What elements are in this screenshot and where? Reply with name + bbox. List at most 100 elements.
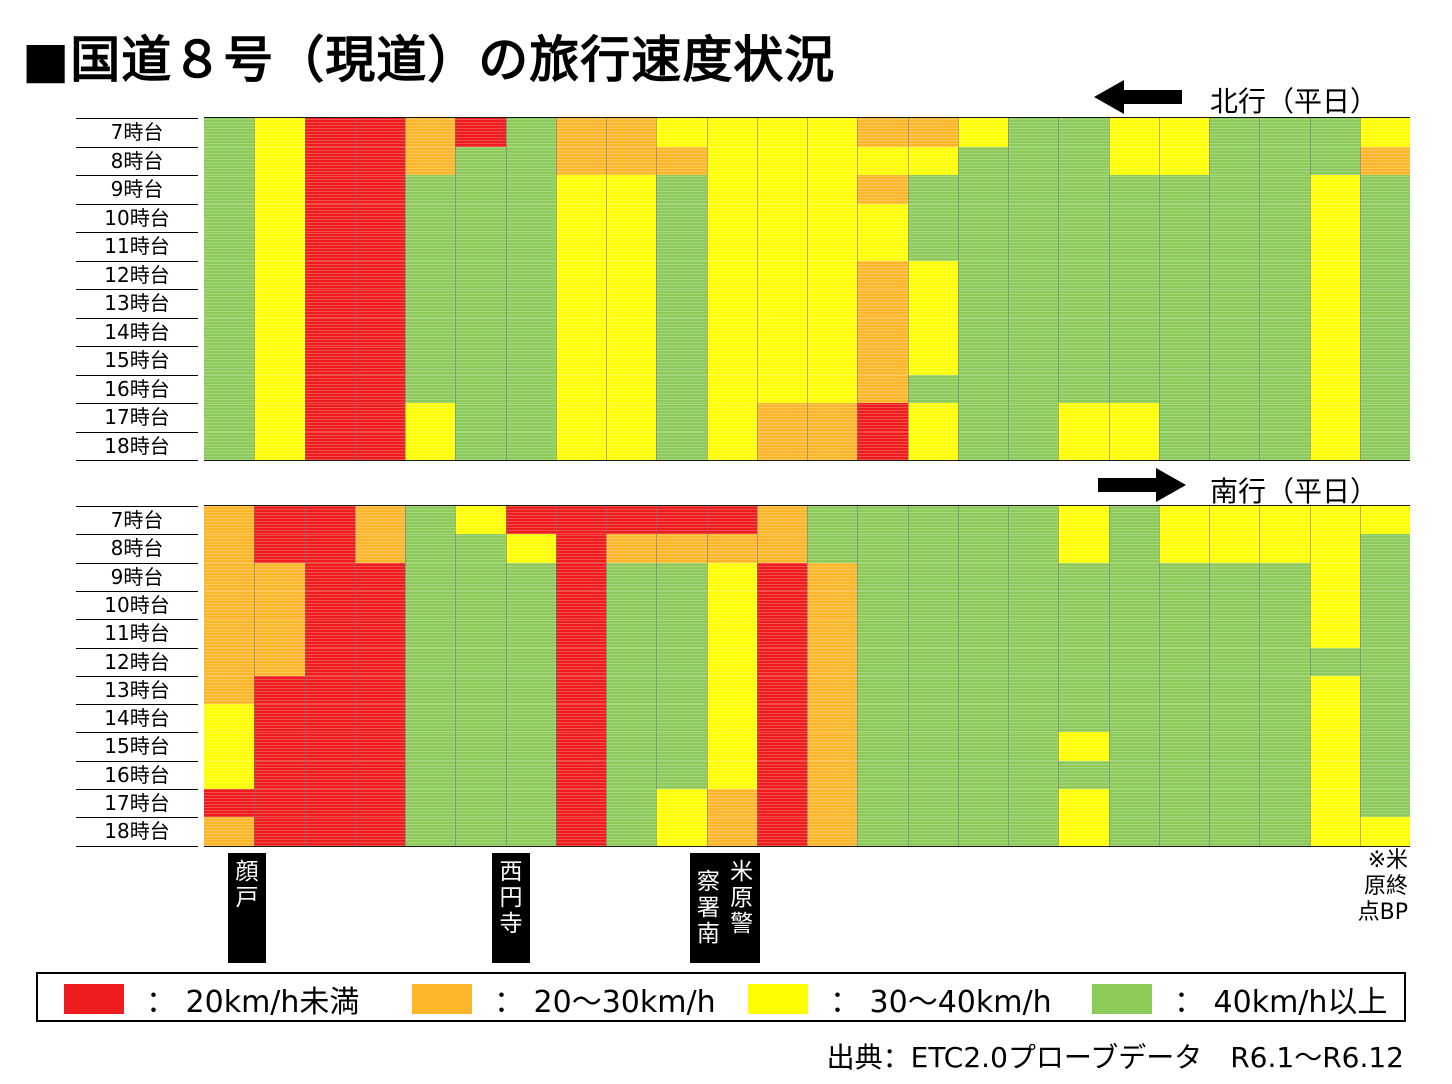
- south-cell-h17-s6: [455, 789, 506, 817]
- south-segment-separator: [455, 506, 456, 846]
- north-segment-separator: [707, 118, 708, 460]
- north-cell-h15-s14: [857, 346, 908, 375]
- south-cell-h7-s12: [757, 506, 807, 534]
- north-cell-h15-s19: [1109, 346, 1159, 375]
- south-cell-h18-s21: [1209, 817, 1259, 846]
- north-cell-h14-s12: [757, 318, 807, 346]
- north-segment-separator: [1109, 118, 1110, 460]
- legend-label-yellow: ： 30～40km/h: [830, 985, 1052, 1020]
- north-cell-h17-s22: [1259, 403, 1310, 432]
- north-cell-h15-s9: [606, 346, 656, 375]
- south-cell-h9-s5: [405, 563, 455, 591]
- south-cell-h11-s19: [1109, 619, 1159, 648]
- south-cell-h14-s1: [204, 704, 254, 732]
- legend: ： 20km/h未満 ： 20～30km/h ： 30～40km/h ： 40k…: [36, 972, 1406, 1022]
- south-cell-h17-s16: [958, 789, 1008, 817]
- north-cell-h10-s21: [1209, 204, 1259, 232]
- south-cell-h13-s16: [958, 676, 1008, 704]
- south-cell-h9-s18: [1058, 563, 1109, 591]
- north-cell-h13-s9: [606, 289, 656, 318]
- north-cell-h17-s10: [656, 403, 707, 432]
- south-segment-separator: [1209, 506, 1210, 846]
- landmark-maibara-police-char-2: 原: [730, 885, 754, 911]
- north-cell-h16-s16: [958, 375, 1008, 403]
- north-cell-h8-s21: [1209, 147, 1259, 175]
- north-cell-h16-s18: [1058, 375, 1109, 403]
- north-hour-label: 11時台: [104, 234, 170, 258]
- north-cell-h18-s2: [254, 432, 305, 460]
- north-cell-h13-s24: [1360, 289, 1410, 318]
- south-cell-h11-s1: [204, 619, 254, 648]
- landmark-saienji-char-2: 円: [499, 885, 523, 911]
- south-cell-h7-s10: [656, 506, 707, 534]
- south-cell-h10-s10: [656, 591, 707, 619]
- north-segment-separator: [1159, 118, 1160, 460]
- south-label-separator: [76, 704, 198, 705]
- north-cell-h14-s4: [355, 318, 405, 346]
- south-cell-h10-s2: [254, 591, 305, 619]
- south-cell-h8-s1: [204, 534, 254, 563]
- north-cell-h15-s4: [355, 346, 405, 375]
- north-cell-h9-s8: [556, 175, 606, 204]
- south-cell-h10-s8: [556, 591, 606, 619]
- south-cell-h13-s1: [204, 676, 254, 704]
- north-cell-h14-s10: [656, 318, 707, 346]
- north-cell-h7-s22: [1259, 118, 1310, 147]
- north-cell-h17-s5: [405, 403, 455, 432]
- south-cell-h11-s21: [1209, 619, 1259, 648]
- north-cell-h12-s19: [1109, 261, 1159, 289]
- data-source: 出典：ETC2.0プローブデータ R6.1～R6.12: [826, 1041, 1404, 1074]
- south-cell-h16-s19: [1109, 761, 1159, 789]
- south-cell-h10-s17: [1008, 591, 1058, 619]
- south-cell-h17-s17: [1008, 789, 1058, 817]
- south-cell-h13-s3: [305, 676, 355, 704]
- south-cell-h8-s24: [1360, 534, 1410, 563]
- north-cell-h14-s13: [807, 318, 857, 346]
- north-cell-h7-s9: [606, 118, 656, 147]
- north-cell-h15-s6: [455, 346, 506, 375]
- south-cell-h11-s24: [1360, 619, 1410, 648]
- south-segment-separator: [707, 506, 708, 846]
- north-cell-h18-s3: [305, 432, 355, 460]
- north-label-separator: [76, 261, 198, 262]
- south-cell-h12-s10: [656, 648, 707, 676]
- north-cell-h11-s15: [908, 232, 958, 261]
- south-cell-h16-s17: [1008, 761, 1058, 789]
- north-cell-h11-s18: [1058, 232, 1109, 261]
- south-cell-h8-s17: [1008, 534, 1058, 563]
- north-cell-h13-s23: [1310, 289, 1360, 318]
- legend-item-red: ： 20km/h未満: [64, 984, 359, 1020]
- south-segment-separator: [355, 506, 356, 846]
- south-cell-h12-s23: [1310, 648, 1360, 676]
- south-cell-h10-s23: [1310, 591, 1360, 619]
- north-cell-h12-s8: [556, 261, 606, 289]
- north-cell-h16-s13: [807, 375, 857, 403]
- south-cell-h9-s19: [1109, 563, 1159, 591]
- north-cell-h17-s1: [204, 403, 254, 432]
- north-cell-h17-s18: [1058, 403, 1109, 432]
- south-cell-h15-s23: [1310, 732, 1360, 761]
- south-cell-h13-s24: [1360, 676, 1410, 704]
- north-cell-h8-s2: [254, 147, 305, 175]
- south-cell-h11-s3: [305, 619, 355, 648]
- south-cell-h10-s9: [606, 591, 656, 619]
- north-cell-h18-s10: [656, 432, 707, 460]
- south-cell-h18-s6: [455, 817, 506, 846]
- south-cell-h17-s5: [405, 789, 455, 817]
- north-cell-h9-s9: [606, 175, 656, 204]
- south-label-separator: [76, 534, 198, 535]
- north-segment-separator: [807, 118, 808, 460]
- north-cell-h11-s7: [506, 232, 556, 261]
- north-cell-h10-s16: [958, 204, 1008, 232]
- north-cell-h16-s22: [1259, 375, 1310, 403]
- north-cell-h13-s1: [204, 289, 254, 318]
- north-cell-h12-s10: [656, 261, 707, 289]
- north-cell-h16-s6: [455, 375, 506, 403]
- north-hour-label: 14時台: [104, 320, 170, 344]
- south-cell-h10-s18: [1058, 591, 1109, 619]
- south-cell-h10-s3: [305, 591, 355, 619]
- landmark-saienji-char-1: 西: [499, 859, 523, 885]
- south-segment-separator: [656, 506, 657, 846]
- south-heatmap: [204, 506, 1410, 846]
- north-label-separator: [76, 118, 198, 119]
